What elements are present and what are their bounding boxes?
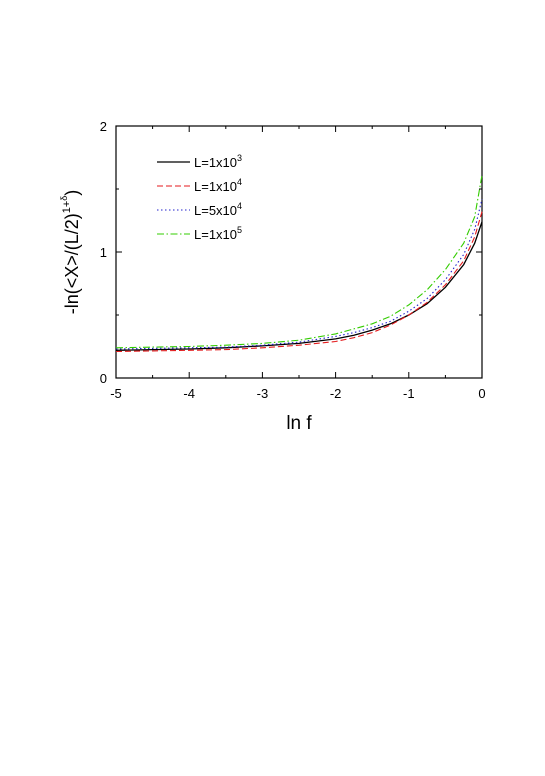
series-line-3 (115, 198, 483, 350)
y-tick-label: 2 (100, 119, 107, 134)
y-tick-label: 0 (100, 371, 107, 386)
legend-label-2: L=1x104 (194, 177, 242, 194)
x-tick-label: 0 (478, 386, 485, 401)
plot-frame (115, 125, 483, 379)
legend-label-exponent: 4 (237, 201, 242, 211)
y-tick-label: 1 (100, 245, 107, 260)
legend-label-text: L=1x10 (194, 179, 237, 194)
legend-label-4: L=1x105 (194, 225, 242, 242)
legend-label-exponent: 3 (237, 153, 242, 163)
legend-label-exponent: 5 (237, 225, 242, 235)
y-axis-label-exponent: 1+ (61, 201, 73, 214)
y-axis-label-main: -ln(<X>/(L/2) (62, 213, 82, 314)
y-axis-label-tail: ) (62, 190, 82, 196)
x-tick-label: -5 (110, 386, 122, 401)
legend-label-text: L=1x10 (194, 155, 237, 170)
series-line-4 (115, 175, 483, 349)
y-axis-label-delta: δ (59, 196, 69, 201)
x-tick-label: -3 (257, 386, 269, 401)
x-tick-label: -1 (403, 386, 415, 401)
series-line-2 (115, 211, 483, 353)
legend-label-3: L=5x104 (194, 201, 242, 218)
x-tick-label: -2 (330, 386, 342, 401)
axis-ticks: -5 -4 -3 -2 -1 0 0 1 2 (100, 119, 486, 401)
series-layer (115, 175, 483, 353)
y-axis-label: -ln(<X>/(L/2)1+δ) (59, 190, 82, 315)
x-tick-label: -4 (183, 386, 195, 401)
x-axis-label: ln f (286, 413, 312, 434)
legend-label-exponent: 4 (237, 177, 242, 187)
legend-label-1: L=1x103 (194, 153, 242, 170)
series-line-1 (115, 221, 483, 351)
legend-label-text: L=1x10 (194, 227, 237, 242)
legend-label-text: L=5x10 (194, 203, 237, 218)
